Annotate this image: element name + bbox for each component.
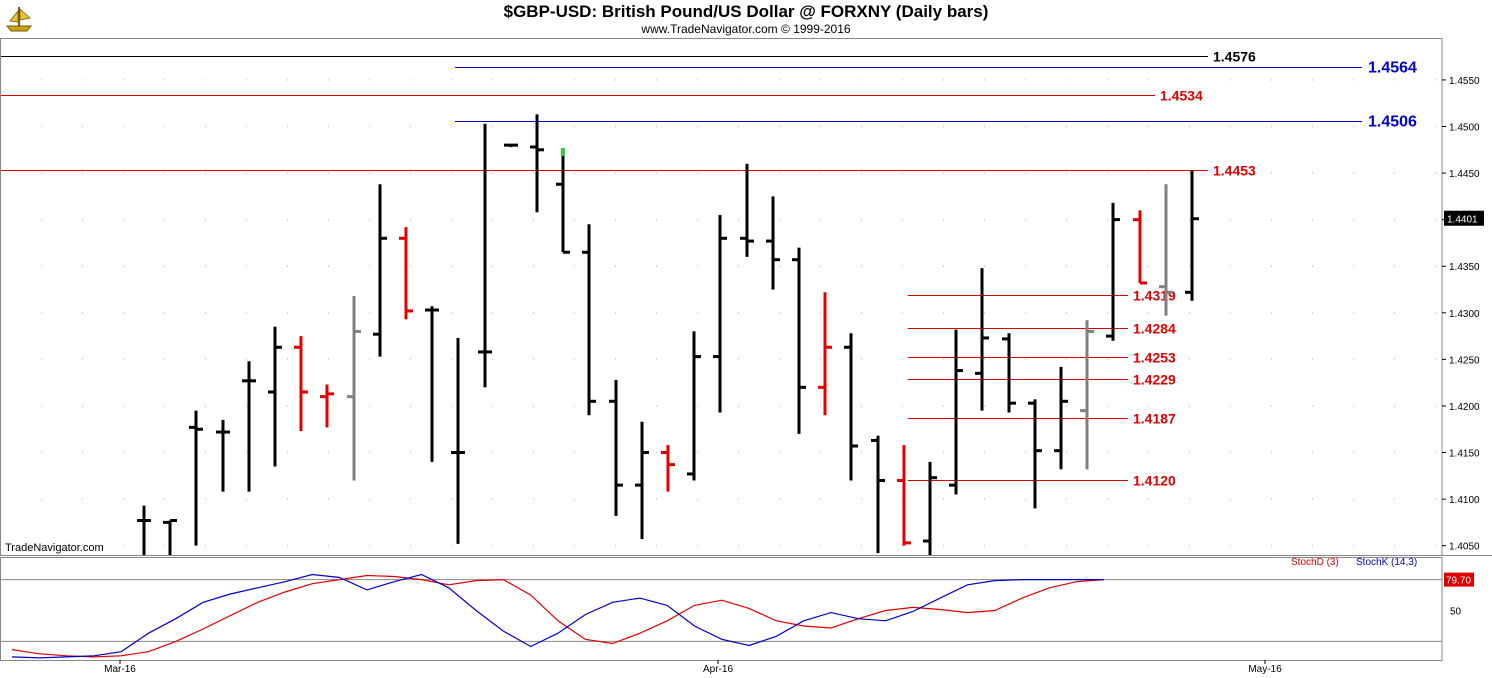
stoch-last-label: 79.70 (1446, 576, 1471, 587)
ohlc-bars (137, 114, 1199, 555)
level-label: 1.4453 (1213, 163, 1256, 179)
stoch-k-legend: StochK (14,3) (1356, 557, 1417, 568)
ohlc-bar (478, 123, 492, 388)
level-label: 1.4253 (1133, 350, 1176, 366)
stoch-d-legend: StochD (3) (1291, 557, 1339, 568)
ohlc-bar (1002, 333, 1016, 413)
y-tick-label: 1.4200 (1449, 402, 1480, 413)
ohlc-bar (740, 163, 754, 257)
ohlc-bar (425, 306, 439, 462)
level-label: 1.4506 (1368, 114, 1417, 131)
x-tick-label: May-16 (1248, 664, 1282, 675)
ohlc-bar (897, 445, 911, 546)
stoch-last-box (1444, 572, 1474, 587)
ohlc-bar (1054, 366, 1068, 470)
ohlc-bar (975, 268, 989, 411)
stoch-tick-label: 50 (1450, 607, 1462, 618)
ohlc-bar (1028, 399, 1042, 509)
ohlc-bar (556, 149, 570, 254)
y-tick-label: 1.4100 (1449, 495, 1480, 506)
ohlc-bar (399, 227, 413, 320)
ohlc-bar (661, 445, 675, 492)
level-label: 1.4120 (1133, 473, 1176, 489)
ohlc-bar (1159, 184, 1173, 316)
ohlc-bar (582, 224, 596, 416)
chart-title: $GBP-USD: British Pound/US Dollar @ FORX… (503, 2, 989, 21)
ohlc-bar (163, 519, 177, 555)
chart-subtitle: www.TradeNavigator.com © 1999-2016 (641, 22, 851, 36)
level-label: 1.4187 (1133, 411, 1176, 427)
ohlc-bar (635, 421, 649, 540)
ohlc-bar (242, 361, 256, 492)
x-tick-label: Apr-16 (703, 664, 733, 675)
ohlc-bar (347, 296, 361, 481)
ohlc-bar (713, 214, 727, 413)
ohlc-bar (1185, 170, 1199, 301)
chart-header: $GBP-USD: British Pound/US Dollar @ FORX… (0, 0, 1492, 38)
level-label: 1.4576 (1213, 49, 1256, 65)
last-price-box (1444, 210, 1484, 226)
stoch-panel-frame (0, 557, 1443, 661)
ohlc-bar (189, 410, 203, 546)
ohlc-bar (844, 333, 858, 481)
level-label: 1.4319 (1133, 288, 1176, 304)
y-tick-label: 1.4450 (1449, 169, 1480, 180)
ohlc-bar (216, 419, 230, 492)
ohlc-bar (871, 435, 885, 554)
level-label: 1.4284 (1133, 321, 1176, 337)
ohlc-bar (1106, 202, 1120, 341)
ohlc-bar (294, 336, 308, 432)
horizontal-levels: 1.4576 1.4564 1.4534 1.4506 1.4453 1.4319 1.42… (0, 49, 1417, 489)
stoch-series-line (11, 573, 1104, 659)
ohlc-bar (320, 384, 334, 428)
ohlc-bar (1133, 210, 1147, 285)
y-tick-label: 1.4150 (1449, 449, 1480, 460)
ohlc-bar (373, 184, 387, 357)
ohlc-bar (530, 114, 544, 213)
y-tick-label: 1.4300 (1449, 309, 1480, 320)
level-label: 1.4534 (1160, 88, 1203, 104)
stochastic-panel: StochD (3) StochK (14,3) (0, 557, 1442, 659)
stoch-series-line (11, 574, 1105, 658)
ohlc-bar (137, 505, 151, 555)
y-tick-label: 1.4050 (1449, 542, 1480, 553)
ohlc-bar (949, 329, 963, 495)
ohlc-bar (451, 337, 465, 544)
ohlc-bar (818, 292, 832, 416)
ohlc-bar (609, 379, 623, 516)
level-label: 1.4229 (1133, 372, 1176, 388)
axes: 1.45501.45001.44501.44001.43501.43001.42… (0, 38, 1492, 675)
ohlc-bar (923, 461, 937, 555)
ohlc-bar (792, 247, 806, 434)
highlight-marker (561, 148, 565, 156)
ship-logo-icon[interactable] (3, 4, 35, 39)
x-tick-label: Mar-16 (104, 664, 136, 675)
y-tick-label: 1.4250 (1449, 355, 1480, 366)
y-tick-label: 1.4350 (1449, 262, 1480, 273)
ohlc-bar (687, 331, 701, 481)
ohlc-bar (1080, 320, 1094, 470)
y-tick-label: 1.4550 (1449, 76, 1480, 87)
ohlc-bar (504, 143, 518, 148)
ohlc-bar (766, 196, 780, 290)
last-price-label: 1.4401 (1447, 215, 1478, 226)
y-tick-label: 1.4500 (1449, 122, 1480, 133)
ohlc-bar (268, 326, 282, 467)
level-label: 1.4564 (1368, 60, 1417, 77)
watermark-text: TradeNavigator.com (5, 542, 104, 554)
